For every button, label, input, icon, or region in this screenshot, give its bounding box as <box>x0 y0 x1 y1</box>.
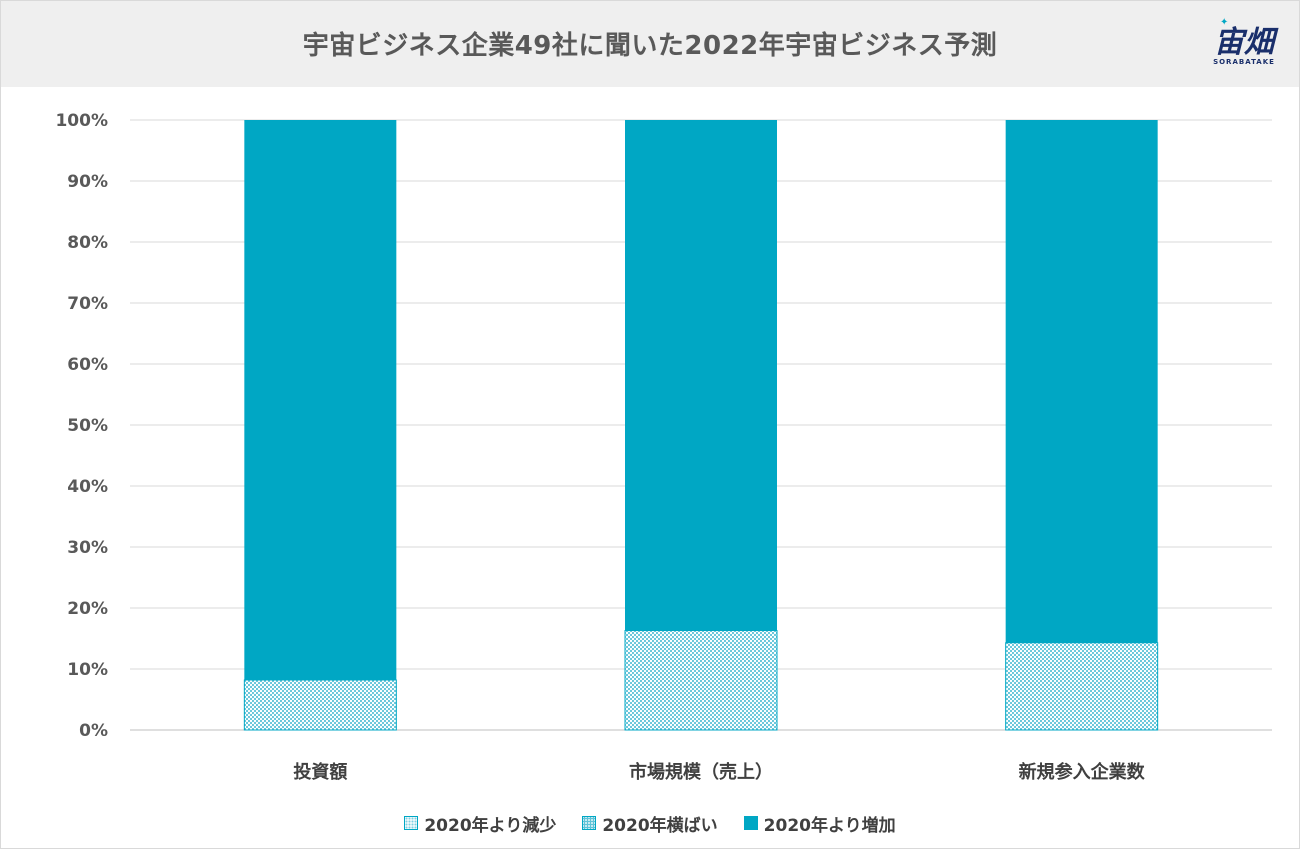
legend-swatch-flat <box>582 816 597 830</box>
y-tick-label: 20% <box>67 599 108 619</box>
logo-mark: 宙畑 <box>1214 25 1274 60</box>
legend-item-increase: 2020年より増加 <box>743 811 896 836</box>
legend-label-flat: 2020年横ばい <box>602 815 718 836</box>
legend-label-increase: 2020年より増加 <box>763 815 896 836</box>
chart-title: 宇宙ビジネス企業49社に聞いた2022年宇宙ビジネス予測 <box>302 31 998 61</box>
logo-subtext: SORABATAKE <box>1213 58 1275 66</box>
y-tick-label: 100% <box>55 111 108 131</box>
y-tick-label: 90% <box>67 172 108 192</box>
x-tick-label: 市場規模（売上） <box>629 761 773 783</box>
y-tick-label: 30% <box>67 538 108 558</box>
legend-swatch-decrease <box>404 816 419 830</box>
bar-segment <box>244 120 397 680</box>
bar-segment <box>1005 120 1158 643</box>
y-tick-label: 50% <box>67 416 108 436</box>
sparkle-icon: ✦ <box>1220 17 1229 28</box>
x-tick-label: 投資額 <box>293 761 347 783</box>
sorabatake-logo: ✦ 宙畑 SORABATAKE <box>1204 17 1284 73</box>
bar-segment <box>625 120 777 631</box>
legend: 2020年より減少 2020年横ばい 2020年より増加 <box>0 808 1300 838</box>
y-tick-label: 60% <box>67 355 108 375</box>
bar-segment <box>1005 642 1159 731</box>
legend-label-decrease: 2020年より減少 <box>424 815 557 836</box>
y-tick-label: 0% <box>79 721 108 741</box>
title-band: 宇宙ビジネス企業49社に聞いた2022年宇宙ビジネス予測 ✦ 宙畑 SORABA… <box>1 1 1299 87</box>
bar-segment <box>624 630 778 731</box>
y-tick-label: 40% <box>67 477 108 497</box>
y-tick-label: 10% <box>67 660 108 680</box>
x-tick-label: 新規参入企業数 <box>1019 761 1146 783</box>
legend-item-decrease: 2020年より減少 <box>404 811 556 836</box>
y-tick-label: 70% <box>67 294 108 314</box>
legend-swatch-increase <box>743 816 758 830</box>
y-tick-label: 80% <box>67 233 108 253</box>
bar-segment <box>243 679 397 731</box>
legend-item-flat: 2020年横ばい <box>582 811 718 836</box>
